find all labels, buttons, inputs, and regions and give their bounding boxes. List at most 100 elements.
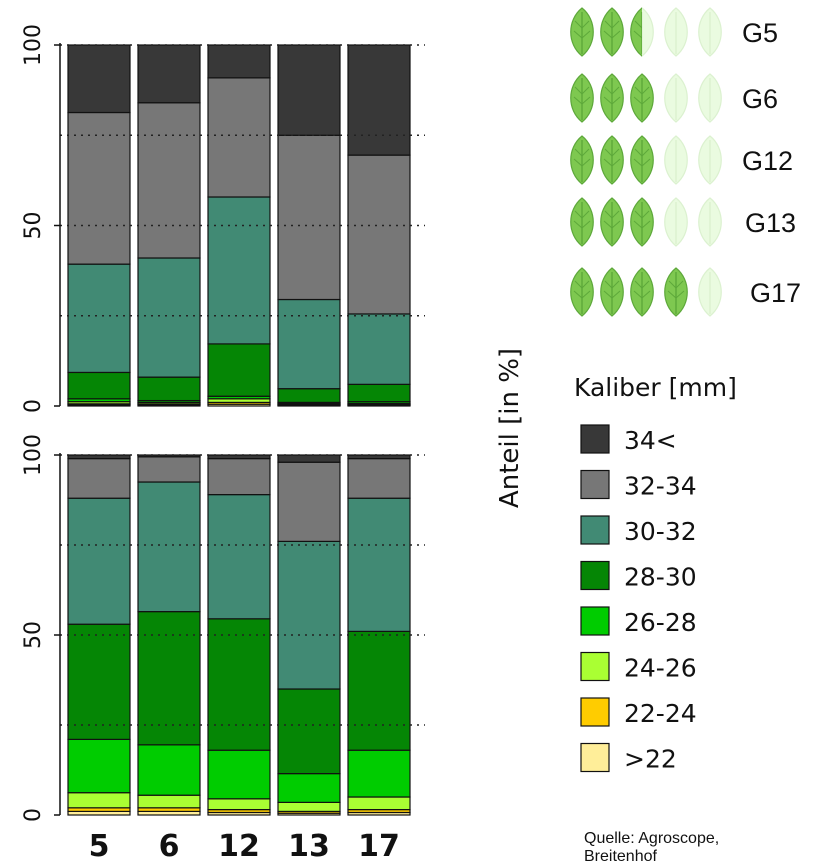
top-bar-6-34< [137, 44, 201, 104]
legend-swatch-32-34 [580, 469, 610, 500]
legend-swatch->22 [580, 742, 610, 773]
category-label-17: 17 [358, 829, 400, 864]
bottom-bar-12-32-34 [207, 458, 271, 496]
bottom-bar-17-26-28 [347, 749, 411, 798]
category-labels: 5 6 12 13 17 [89, 829, 400, 864]
legend-label-28-30: 28-30 [624, 563, 697, 592]
legend: 34< 32-34 30-32 28-30 26-28 24-26 22-24 >22 [580, 424, 697, 774]
faint-leaf-icon [698, 197, 722, 247]
leaf-icon [600, 7, 624, 57]
leaf-icon [630, 267, 654, 317]
group-G17: G17 [570, 267, 801, 317]
faint-leaf-icon [698, 267, 722, 317]
bottom-bar-6-26-28 [137, 744, 201, 796]
bottom-bar-13-24-26 [277, 801, 341, 813]
top-bar-5-30-32 [67, 263, 131, 374]
bottom-bar-6-24-26 [137, 794, 201, 809]
leaf-icon [600, 135, 624, 185]
leaf-icon [600, 267, 624, 317]
top-bar-6-28-30 [137, 376, 201, 402]
leaf-icon [600, 73, 624, 123]
category-label-6: 6 [159, 829, 180, 864]
top-bar-17-32-34 [347, 154, 411, 315]
group-icons: G5 G6 G12 G13 G17 [570, 7, 801, 317]
top-bar-13-30-32 [277, 298, 341, 390]
bottom-tick-label-100: 100 [21, 434, 46, 476]
source-line-2: Breitenhof [584, 848, 657, 865]
group-G5: G5 [570, 7, 778, 57]
category-label-5: 5 [89, 829, 110, 864]
legend-label-34<: 34< [624, 426, 677, 455]
group-G6: G6 [570, 73, 778, 123]
bottom-bar-13-30-32 [277, 540, 341, 690]
leaf-icon [570, 135, 594, 185]
bottom-bar-12-28-30 [207, 618, 271, 751]
bottom-bar-5-32-34 [67, 458, 131, 499]
group-label-G6: G6 [742, 84, 778, 114]
bottom-bar-13-34< [277, 454, 341, 463]
legend-label->22: >22 [624, 745, 677, 774]
legend-label-30-32: 30-32 [624, 517, 697, 546]
category-label-12: 12 [218, 829, 260, 864]
top-panel: 0 50 100 [21, 24, 425, 413]
legend-swatch-26-28 [580, 606, 610, 636]
top-bar-13-32-34 [277, 134, 341, 301]
bottom-bar-5-26-28 [67, 738, 131, 794]
bottom-bar-5-34< [67, 454, 131, 460]
top-bar-12-34< [207, 44, 271, 79]
bottom-tick-label-50: 50 [21, 621, 46, 649]
bottom-bar-12-26-28 [207, 749, 271, 800]
legend-label-24-26: 24-26 [624, 654, 697, 683]
legend-swatch-22-24 [580, 697, 610, 727]
top-bar-12-30-32 [207, 196, 271, 345]
top-bar-17-28-30 [347, 383, 411, 403]
top-bar-13-34< [277, 44, 341, 136]
top-tick-label-50: 50 [21, 212, 46, 240]
top-tick-label-100: 100 [21, 24, 46, 66]
faint-leaf-icon [698, 73, 722, 123]
legend-label-26-28: 26-28 [624, 608, 697, 637]
bottom-bar-6-28-30 [137, 610, 201, 746]
bottom-bar-12-34< [207, 454, 271, 460]
group-label-G12: G12 [742, 146, 793, 176]
leaf-icon [570, 197, 594, 247]
leaf-icon [600, 197, 624, 247]
group-label-G13: G13 [745, 208, 796, 238]
bottom-bar-6-32-34 [137, 456, 201, 483]
legend-swatch-28-30 [580, 560, 610, 591]
bottom-bar-17-24-26 [347, 796, 411, 811]
top-bar-5-28-30 [67, 371, 131, 400]
bottom-bar-17-32-34 [347, 458, 411, 499]
legend-label-22-24: 22-24 [624, 699, 697, 728]
faint-leaf-icon [664, 7, 688, 57]
faint-leaf-icon [698, 135, 722, 185]
legend-swatch-24-26 [580, 651, 610, 682]
leaf-icon [630, 73, 654, 123]
y-axis-label: Anteil [in %] [495, 348, 525, 508]
bottom-bar-17-28-30 [347, 630, 411, 751]
top-bar-13-28-30 [277, 388, 341, 403]
bottom-bar-6-30-32 [137, 481, 201, 613]
bottom-bar-5-30-32 [67, 497, 131, 625]
group-G12: G12 [570, 135, 793, 185]
faint-leaf-icon [664, 135, 688, 185]
legend-label-32-34: 32-34 [624, 472, 697, 501]
bottom-panel: 0 50 100 [21, 434, 425, 822]
top-bar-5-34< [67, 44, 131, 114]
bottom-bar-13-32-34 [277, 461, 341, 543]
top-bar-6-30-32 [137, 257, 201, 378]
leaf-icon [630, 135, 654, 185]
bottom-bar-17-30-32 [347, 497, 411, 633]
leaf-icon [664, 267, 688, 317]
top-bar-17-30-32 [347, 313, 411, 385]
faint-leaf-icon [698, 7, 722, 57]
legend-swatch-34< [580, 424, 610, 454]
leaf-icon [630, 197, 654, 247]
top-bar-6-32-34 [137, 102, 201, 259]
group-G13: G13 [570, 197, 796, 247]
top-tick-label-0: 0 [21, 399, 46, 413]
top-bar-12-28-30 [207, 343, 271, 397]
bottom-bar-12-30-32 [207, 494, 271, 620]
top-bar-17-34< [347, 44, 411, 156]
bottom-bar-17-34< [347, 454, 411, 460]
